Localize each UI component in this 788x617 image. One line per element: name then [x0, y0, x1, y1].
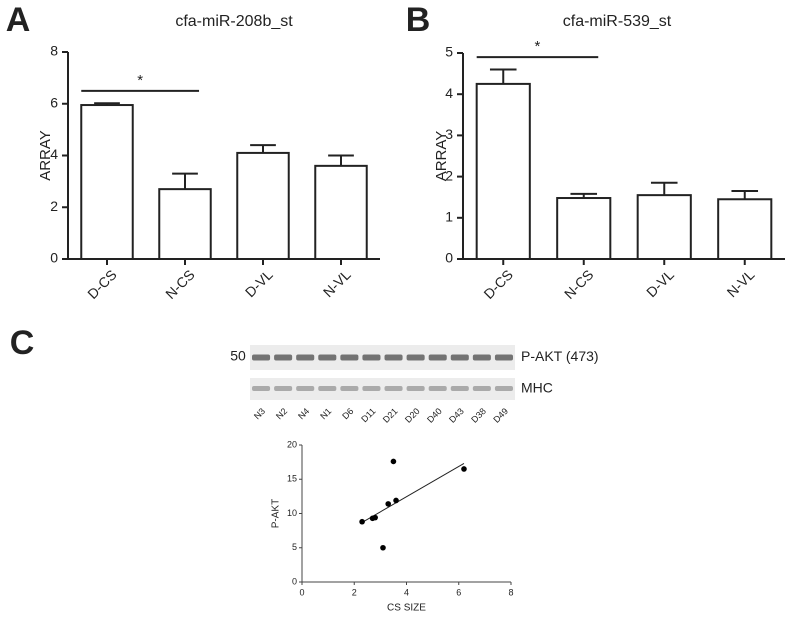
y-axis-label: ARRAY [37, 130, 54, 181]
lane-label: D43 [447, 406, 466, 425]
x-tick-label: 0 [299, 587, 304, 597]
blot-band [318, 386, 337, 391]
blot-band [362, 354, 381, 361]
blot-band [384, 354, 403, 361]
blot-band [274, 354, 293, 361]
point [461, 466, 467, 472]
bar [556, 197, 612, 261]
x-tick-label: N-VL [724, 266, 758, 300]
blot-band [472, 386, 491, 391]
panel-label: B [406, 1, 431, 39]
blot-band [450, 386, 469, 391]
y-tick-label: 1 [445, 209, 453, 225]
bar [236, 151, 290, 261]
y-axis-label: ARRAY [433, 131, 450, 182]
point [372, 514, 378, 521]
x-axis-label: CS SIZE [387, 603, 426, 614]
y-tick-label: 4 [445, 85, 453, 101]
y-tick-label: 2 [50, 198, 58, 214]
y-tick-label: 0 [50, 250, 58, 266]
bar [475, 82, 531, 261]
bar [80, 104, 134, 260]
marker-label: 50 [230, 348, 246, 364]
band-label: P-AKT (473) [521, 348, 599, 364]
bar [158, 188, 212, 260]
chart-title: cfa-miR-208b_st [175, 13, 293, 30]
blot-band [406, 354, 425, 361]
x-tick-label: D-CS [84, 266, 120, 302]
blot-strip [250, 345, 515, 370]
point [359, 518, 365, 525]
x-tick-label: 6 [456, 587, 461, 597]
lane-label: D11 [359, 406, 377, 424]
lane-label: N4 [296, 406, 311, 421]
y-tick-label: 5 [292, 542, 297, 552]
blot-band [252, 386, 271, 391]
blot-band [296, 386, 315, 391]
y-tick-label: 15 [287, 474, 297, 484]
point [393, 497, 399, 504]
y-tick-label: 4 [50, 146, 58, 162]
blot-band [494, 386, 513, 391]
lane-label: D20 [403, 406, 422, 425]
bar [314, 164, 368, 261]
blot-band [494, 354, 513, 361]
blot-band [296, 354, 315, 361]
lane-label: N1 [318, 406, 333, 421]
blot-band [450, 354, 469, 361]
y-tick-label: 5 [445, 44, 453, 60]
panel-label: A [6, 1, 31, 39]
bar [717, 198, 773, 260]
y-tick-label: 20 [287, 439, 297, 449]
x-tick-label: D-VL [242, 266, 276, 300]
blot-band [362, 386, 381, 391]
x-tick-label: N-CS [162, 266, 198, 302]
blot-band [340, 386, 359, 391]
x-tick-label: N-CS [561, 266, 597, 302]
point [390, 458, 397, 465]
panel-label: C [10, 324, 35, 362]
blot-band [428, 386, 447, 391]
blot-band [472, 354, 491, 361]
lane-label: N2 [274, 406, 289, 421]
blot-band [252, 354, 271, 361]
fit-line [361, 463, 465, 523]
x-tick-label: D-CS [480, 266, 516, 302]
blot-band [406, 386, 425, 391]
x-tick-label: 8 [508, 587, 513, 597]
blot-band [274, 386, 293, 391]
y-tick-label: 8 [50, 43, 58, 59]
lane-label: D49 [491, 406, 510, 425]
significance-label: * [535, 38, 541, 55]
point [385, 501, 392, 507]
chart-title: cfa-miR-539_st [563, 13, 672, 30]
lane-label: D38 [469, 406, 488, 425]
lane-label: D40 [425, 406, 444, 425]
blot-band [318, 354, 337, 361]
y-tick-label: 3 [445, 126, 453, 142]
lane-label: N3 [252, 406, 267, 421]
blot-band [340, 354, 359, 361]
y-tick-label: 2 [445, 167, 453, 183]
y-tick-label: 10 [287, 508, 297, 518]
y-tick-label: 6 [50, 94, 58, 110]
blot-band [428, 354, 447, 361]
x-tick-label: 2 [352, 587, 357, 597]
bar [636, 194, 692, 260]
x-tick-label: 4 [404, 587, 409, 597]
blot-band [384, 386, 403, 391]
x-tick-label: D-VL [643, 266, 677, 300]
lane-label: D21 [381, 406, 400, 425]
y-tick-label: 0 [292, 576, 297, 586]
y-axis-label: P-AKT [271, 499, 282, 528]
band-label: MHC [521, 380, 553, 396]
lane-label: D6 [340, 406, 355, 421]
x-tick-label: N-VL [320, 266, 354, 300]
point [380, 544, 386, 551]
y-tick-label: 0 [445, 250, 453, 266]
blot-strip [250, 378, 515, 400]
significance-label: * [137, 72, 143, 89]
